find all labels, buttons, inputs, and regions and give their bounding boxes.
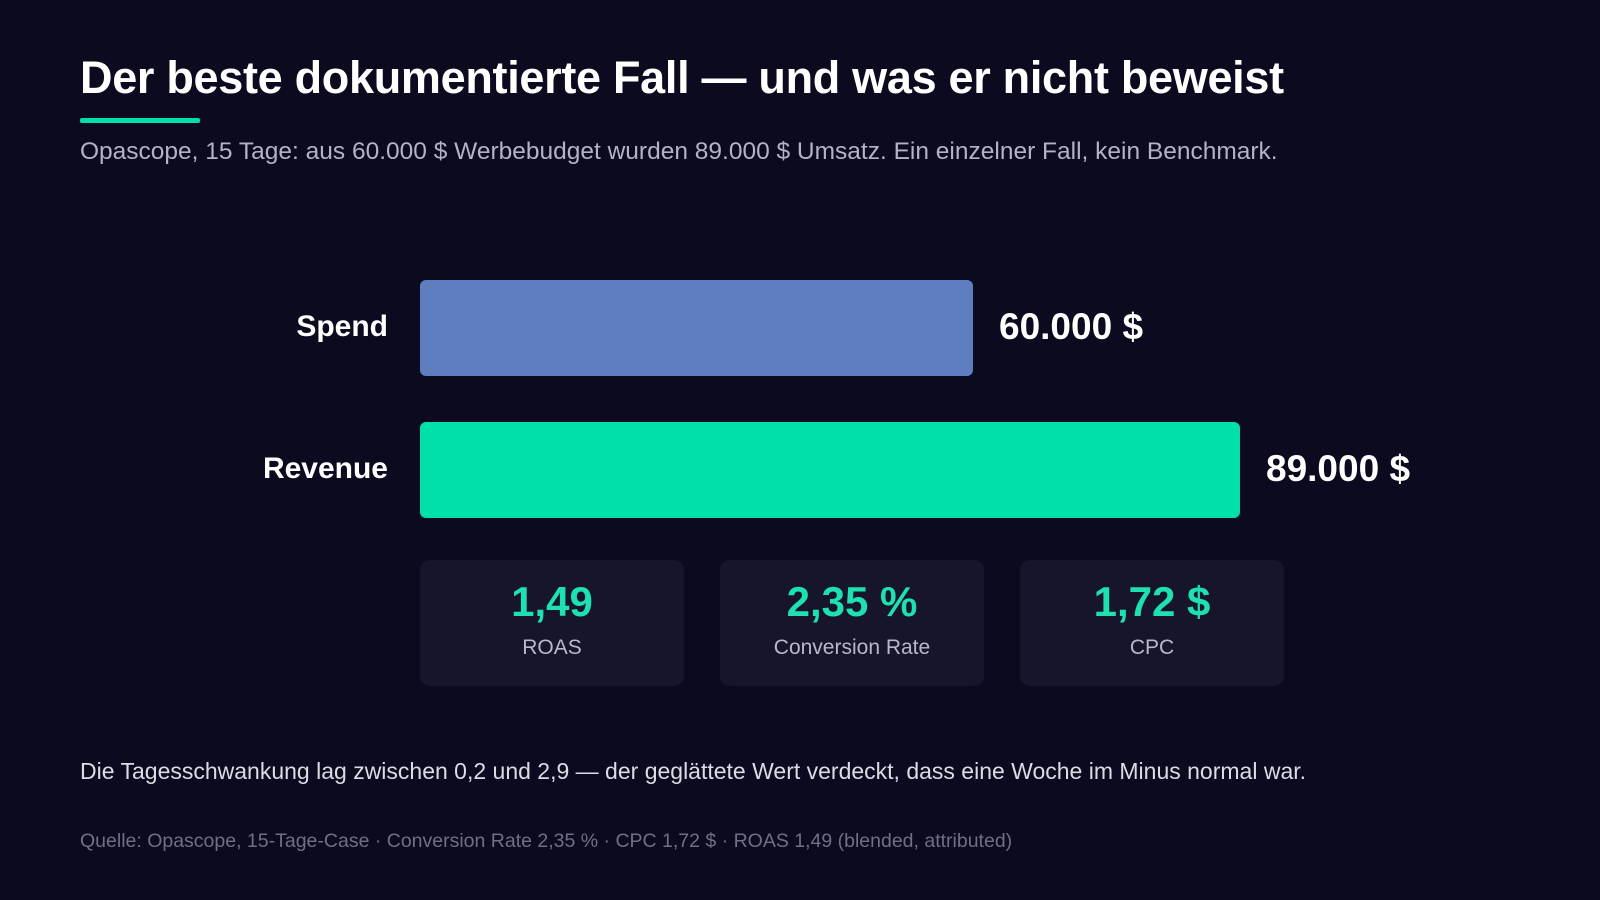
bar-revenue [420,422,1240,518]
kpi-card-roas: 1,49 ROAS [420,560,684,686]
kpi-value: 1,72 $ [1093,578,1211,625]
title-underline [80,118,200,123]
kpi-label: CPC [1129,636,1175,659]
note-text: Die Tagesschwankung lag zwischen 0,2 und… [80,758,1307,784]
bar-label-revenue: Revenue [262,452,388,485]
kpi-value: 1,49 [511,578,593,625]
page-title: Der beste dokumentierte Fall — und was e… [80,52,1284,103]
kpi-card-cpc: 1,72 $ CPC [1020,560,1284,686]
bar-label-spend: Spend [296,310,388,343]
kpi-card-conversion-rate: 2,35 % Conversion Rate [720,560,984,686]
bar-value-label-spend: 60.000 $ [999,306,1144,347]
bar-value-label-revenue: 89.000 $ [1266,448,1411,489]
kpi-label: ROAS [522,636,582,659]
kpi-value: 2,35 % [786,578,918,625]
subtitle: Opascope, 15 Tage: aus 60.000 $ Werbebud… [80,138,1278,165]
source-text: Quelle: Opascope, 15-Tage-Case · Convers… [80,830,1013,852]
bar-spend [420,280,973,376]
kpi-label: Conversion Rate [773,636,931,659]
